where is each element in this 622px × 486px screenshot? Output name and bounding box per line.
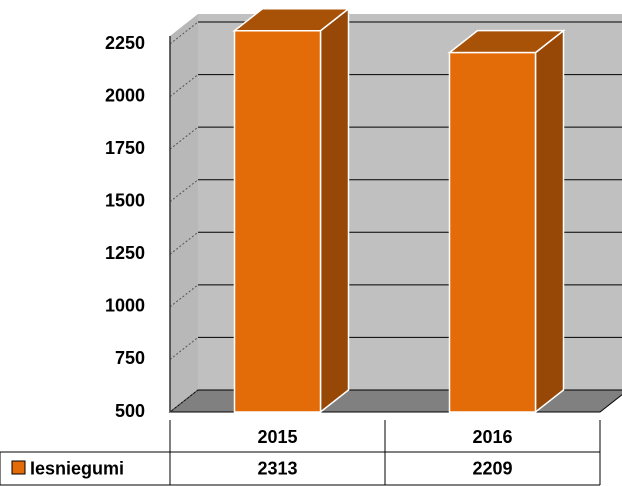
x-tick-label: 2016 [472,427,512,447]
legend-label: Iesniegumi [30,458,124,478]
grid-line-side [169,284,199,308]
table-value: 2313 [257,458,297,478]
bar-side [534,29,565,414]
y-tick-label: 750 [115,348,145,368]
grid-line-side [169,389,199,413]
x-tick-label: 2015 [257,427,297,447]
y-tick-label: 1500 [105,190,145,210]
y-tick-label: 1750 [105,138,145,158]
y-tick-label: 1000 [105,296,145,316]
grid-line-side [169,179,199,203]
bar [233,30,322,413]
side-wall [170,14,198,412]
y-tick-label: 2000 [105,85,145,105]
bar [448,51,537,413]
table-value: 2209 [472,458,512,478]
grid-line-side [169,337,199,360]
y-tick-label: 500 [115,401,145,421]
bar-side [319,7,350,414]
y-tick-label: 2250 [105,33,145,53]
grid-line-side [169,74,199,97]
grid-line-side [169,126,199,150]
grid-line-side [169,231,199,255]
grid-line-side [169,21,199,45]
y-tick-label: 1250 [105,243,145,263]
legend-swatch [11,460,26,475]
